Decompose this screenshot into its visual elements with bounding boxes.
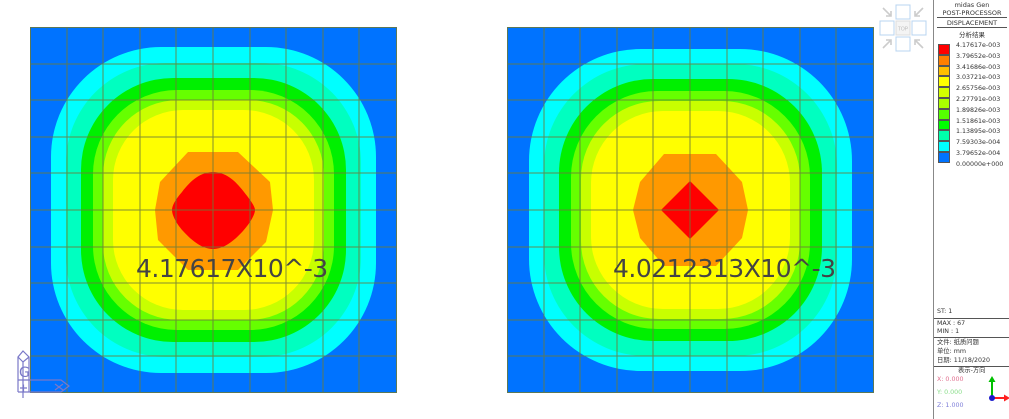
legend-value: 3.79652e-004 bbox=[956, 149, 1001, 157]
legend-min: MIN : 1 bbox=[937, 328, 960, 335]
legend-value: 3.41686e-003 bbox=[956, 63, 1001, 71]
max-value-label-left: 4.17617X10^-3 bbox=[136, 254, 328, 283]
legend-divider bbox=[937, 17, 1007, 18]
view-cube-corner-arrows[interactable] bbox=[882, 7, 924, 49]
legend-swatch bbox=[938, 119, 950, 131]
legend-app-name: midas Gen bbox=[954, 1, 990, 9]
legend-value: 1.89826e-003 bbox=[956, 106, 1001, 114]
legend-swatch bbox=[938, 44, 950, 55]
legend-value: 0.00000e+000 bbox=[956, 160, 1004, 168]
legend-result-type: DISPLACEMENT bbox=[946, 19, 998, 27]
contour-plot-left[interactable] bbox=[30, 27, 397, 393]
legend-swatch bbox=[938, 108, 950, 120]
contour-plot-right[interactable] bbox=[507, 27, 874, 393]
model-viewport[interactable]: 4.17617X10^-3 bbox=[0, 0, 930, 419]
legend-date: 日期: 11/18/2020 bbox=[937, 357, 991, 364]
legend-swatch bbox=[938, 65, 950, 77]
legend-swatch bbox=[938, 141, 950, 152]
legend-divider bbox=[934, 318, 1009, 319]
legend-z-direction: Z: 1.000 bbox=[937, 402, 964, 409]
legend-swatch bbox=[938, 76, 950, 88]
legend-step: ST: 1 bbox=[937, 308, 953, 315]
legend-divider bbox=[934, 366, 1009, 367]
contour-plot-right-graphic bbox=[507, 27, 874, 393]
legend-divider bbox=[934, 337, 1009, 338]
legend-x-direction: X: 0.000 bbox=[937, 376, 964, 383]
legend-value: 3.79652e-003 bbox=[956, 52, 1001, 60]
view-cube[interactable]: TOP bbox=[879, 4, 927, 52]
view-cube-face-right[interactable] bbox=[911, 20, 927, 36]
view-direction-axes-icon bbox=[988, 376, 1009, 402]
legend-divider bbox=[937, 27, 1007, 28]
contour-plot-left-graphic bbox=[30, 27, 397, 393]
legend-value: 2.27791e-003 bbox=[956, 95, 1001, 103]
view-cube-face-back[interactable] bbox=[895, 4, 911, 20]
legend-subtitle: 分析结果 bbox=[959, 31, 985, 39]
legend-value: 4.17617e-003 bbox=[956, 42, 1001, 49]
legend-value: 2.65756e-003 bbox=[956, 85, 1001, 93]
legend-unit: 单位: mm bbox=[937, 348, 966, 355]
legend-y-direction: Y: 0.000 bbox=[937, 389, 963, 396]
legend-swatch bbox=[938, 97, 950, 109]
view-cube-face-top[interactable] bbox=[895, 20, 911, 36]
max-value-label-right: 4.0212313X10^-3 bbox=[613, 254, 836, 283]
legend-value-labels: 4.17617e-003 3.79652e-003 3.41686e-003 3… bbox=[956, 41, 1003, 171]
legend-view-direction: 表示-方向 bbox=[958, 367, 986, 374]
legend-swatch bbox=[938, 87, 950, 98]
legend-value: 3.03721e-003 bbox=[956, 74, 1001, 82]
legend-swatch bbox=[938, 130, 950, 142]
view-cube-top-label: TOP bbox=[898, 27, 909, 33]
legend-value: 7.59303e-004 bbox=[956, 139, 1001, 147]
legend-value: 1.13895e-003 bbox=[956, 128, 1001, 136]
legend-swatch bbox=[938, 151, 950, 163]
view-cube-face-front[interactable] bbox=[895, 36, 911, 52]
axis-triad-label: G bbox=[19, 365, 30, 381]
legend-value: 1.51861e-003 bbox=[956, 117, 1001, 125]
legend-color-bar bbox=[938, 44, 950, 163]
legend-swatch bbox=[938, 54, 950, 66]
global-axis-triad-icon: G bbox=[13, 348, 73, 400]
result-legend-panel: midas Gen POST-PROCESSOR DISPLACEMENT 分析… bbox=[933, 0, 1009, 419]
view-cube-face-left[interactable] bbox=[879, 20, 895, 36]
legend-file: 文件: 纸质问题 bbox=[937, 339, 979, 346]
legend-max: MAX : 67 bbox=[937, 320, 966, 327]
legend-mode: POST-PROCESSOR bbox=[942, 9, 1002, 17]
